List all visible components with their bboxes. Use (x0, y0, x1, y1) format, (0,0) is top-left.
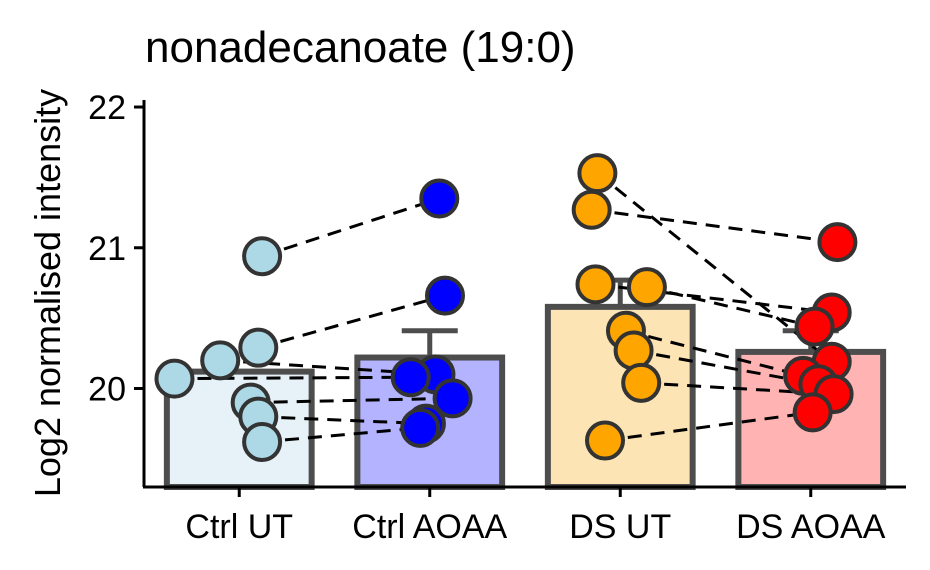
y-tick-label: 21 (88, 230, 126, 268)
point-2-2 (575, 264, 616, 305)
pair-line-1 (257, 294, 446, 350)
point-3-7 (792, 392, 833, 433)
y-tick-label: 20 (88, 370, 126, 408)
pair-line-3 (174, 375, 411, 381)
point-2-7 (585, 420, 626, 461)
point-0-2 (200, 340, 241, 381)
point-0-6 (242, 421, 283, 462)
pair-line-14 (604, 410, 813, 443)
pair-line-4 (250, 396, 453, 405)
point-3-2 (794, 306, 835, 347)
point-0-3 (154, 358, 195, 399)
point-1-6 (400, 407, 441, 448)
point-2-0 (577, 153, 618, 194)
point-2-5 (613, 330, 654, 371)
x-tick-label: Ctrl AOAA (352, 508, 507, 546)
point-2-1 (571, 189, 612, 230)
pair-line-7 (596, 172, 833, 363)
y-tick-label: 22 (88, 89, 126, 127)
x-tick-label: DS AOAA (736, 508, 886, 546)
axes (142, 100, 906, 489)
y-ticks: 20 21 22 (88, 89, 144, 408)
point-1-1 (424, 275, 465, 316)
x-tick-label: DS UT (569, 508, 671, 546)
pair-line-6 (261, 426, 421, 444)
x-ticks: Ctrl UT Ctrl AOAA DS UT DS AOAA (185, 487, 886, 546)
point-0-1 (238, 327, 279, 368)
pair-line-10 (646, 285, 815, 329)
point-3-0 (817, 222, 858, 263)
point-0-0 (242, 236, 283, 277)
x-tick-label: Ctrl UT (185, 508, 293, 546)
y-axis-label: Log2 normalised intensity (27, 89, 68, 497)
bars (163, 303, 887, 490)
pair-line-5 (258, 415, 427, 426)
data-points (154, 153, 858, 462)
point-2-6 (621, 362, 662, 403)
point-1-3 (390, 357, 431, 398)
point-2-3 (626, 267, 667, 308)
point-1-4 (432, 378, 473, 419)
pair-line-0 (261, 197, 440, 258)
pair-line-12 (633, 349, 819, 386)
pair-line-13 (641, 381, 834, 396)
pair-line-8 (591, 208, 838, 244)
point-1-0 (419, 178, 460, 219)
chart-title: nonadecanoate (19:0) (145, 23, 576, 72)
pair-line-9 (595, 282, 832, 314)
pair-line-11 (625, 329, 804, 378)
